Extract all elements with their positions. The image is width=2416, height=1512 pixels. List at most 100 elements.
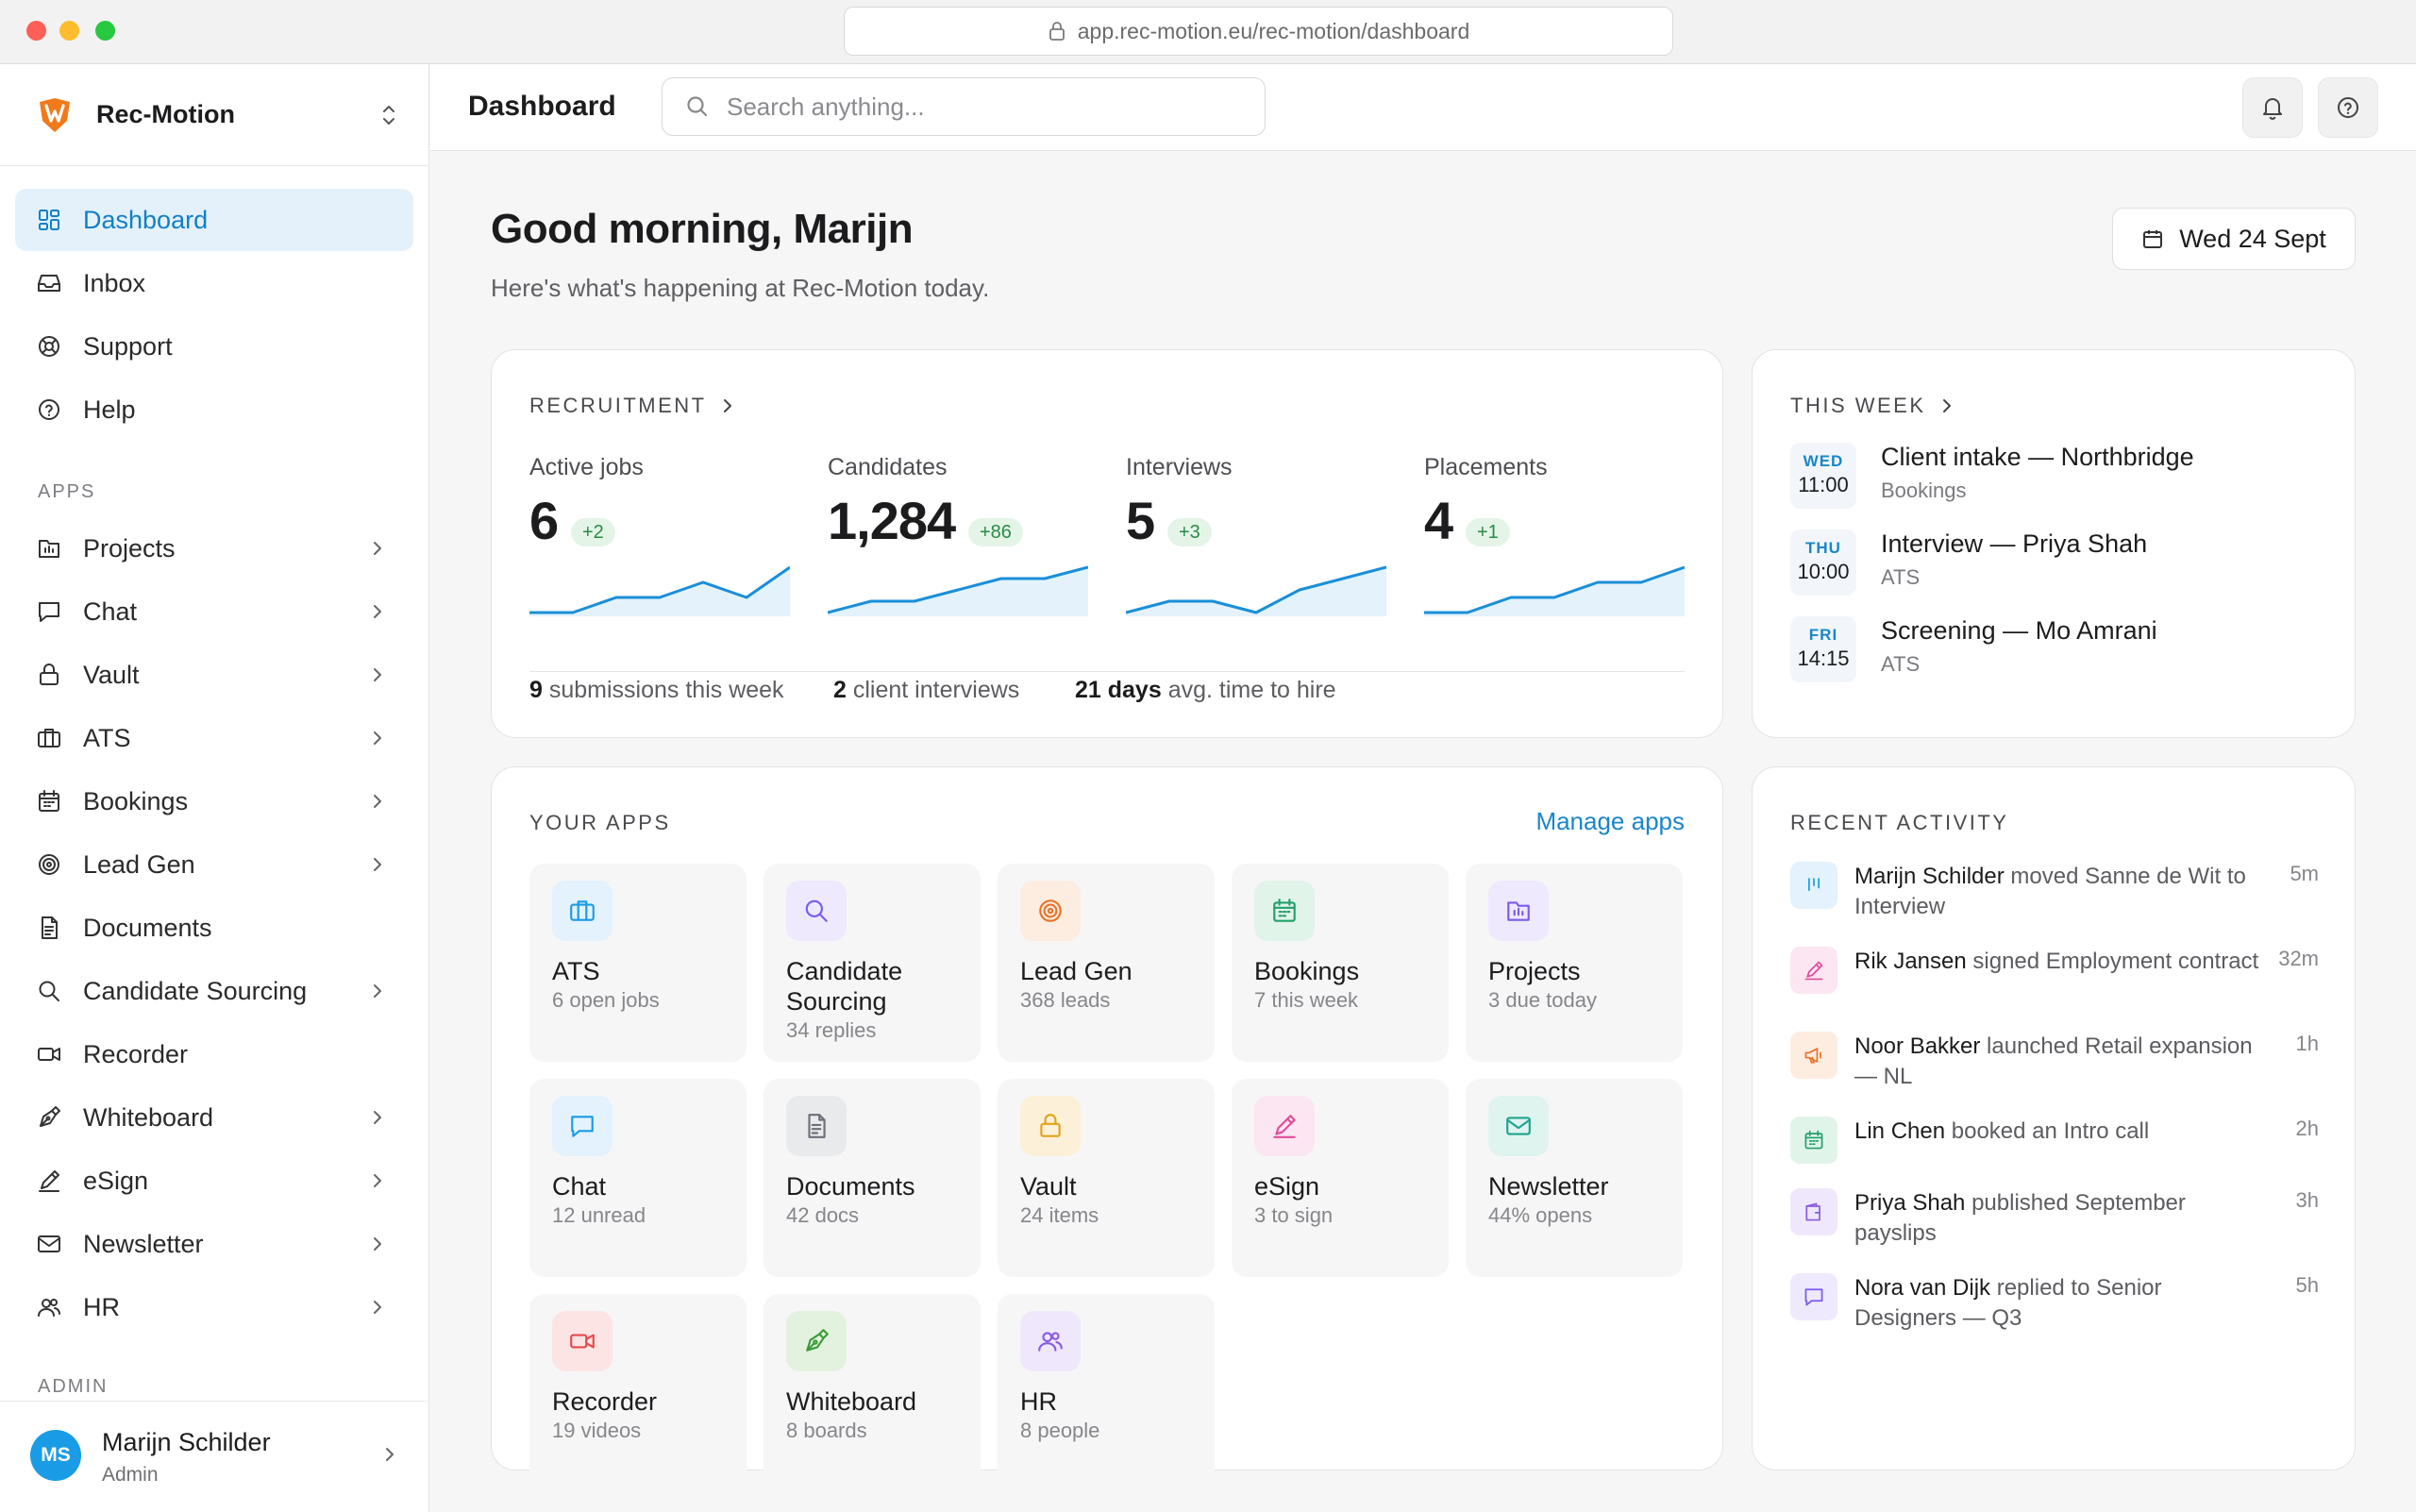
help-button[interactable] bbox=[2318, 77, 2378, 138]
app-tile-recorder[interactable]: Recorder 19 videos bbox=[529, 1294, 747, 1492]
sidebar-item-label: Vault bbox=[83, 660, 140, 689]
chevron-right-icon bbox=[374, 731, 381, 745]
recruitment-title: RECRUITMENT bbox=[529, 394, 707, 417]
recruitment-title-link[interactable]: RECRUITMENT bbox=[529, 394, 735, 418]
sidebar-item-bookings[interactable]: Bookings bbox=[15, 770, 413, 832]
date-picker-button[interactable]: Wed 24 Sept bbox=[2112, 208, 2356, 270]
activity-icon-wrap bbox=[1790, 1188, 1837, 1235]
sidebar-item-documents[interactable]: Documents bbox=[15, 897, 413, 959]
workspace-switcher[interactable]: Rec-Motion bbox=[0, 64, 428, 166]
page-title: Dashboard bbox=[468, 91, 616, 122]
app-tile-whiteboard[interactable]: Whiteboard 8 boards bbox=[763, 1294, 981, 1492]
activity-item[interactable]: Lin Chen booked an Intro call 2h bbox=[1790, 1117, 2319, 1192]
sidebar-item-whiteboard[interactable]: Whiteboard bbox=[15, 1086, 413, 1149]
app-tile-name: Recorder bbox=[552, 1387, 658, 1416]
projects-icon bbox=[1507, 901, 1530, 921]
current-date: Wed 24 Sept bbox=[2179, 224, 2326, 253]
target-icon bbox=[1039, 899, 1062, 922]
app-tile-ats[interactable]: ATS 6 open jobs bbox=[529, 864, 747, 1062]
sidebar-item-esign[interactable]: eSign bbox=[15, 1150, 413, 1212]
sidebar-item-projects[interactable]: Projects bbox=[15, 517, 413, 580]
sidebar-item-recorder[interactable]: Recorder bbox=[15, 1023, 413, 1085]
event-time: 11:00 bbox=[1798, 473, 1849, 496]
app-tile-meta: 7 this week bbox=[1254, 988, 1359, 1012]
week-event[interactable]: FRI 14:15 Screening — Mo Amrani ATS bbox=[1790, 616, 2319, 692]
app-tile-documents[interactable]: Documents 42 docs bbox=[763, 1079, 981, 1277]
sidebar-item-vault[interactable]: Vault bbox=[15, 644, 413, 706]
wallet-icon bbox=[1805, 1202, 1820, 1221]
metric-delta-badge: +86 bbox=[968, 518, 1023, 546]
activity-item[interactable]: Priya Shah published September payslips 3… bbox=[1790, 1188, 2319, 1264]
stat-text: client interviews bbox=[846, 677, 1020, 703]
activity-description: moved Sanne de Wit to Interview bbox=[1854, 864, 2246, 919]
activity-item[interactable]: Marijn Schilder moved Sanne de Wit to In… bbox=[1790, 862, 2319, 937]
app-tile-hr[interactable]: HR 8 people bbox=[998, 1294, 1215, 1492]
search-input[interactable]: Search anything... bbox=[662, 77, 1266, 136]
rec-motion-logo bbox=[40, 97, 70, 132]
app-tile-icon-wrap bbox=[786, 1311, 847, 1371]
minimize-window-button[interactable] bbox=[59, 21, 79, 41]
sidebar-item-help[interactable]: Help bbox=[15, 378, 413, 441]
lock-icon bbox=[1040, 1114, 1061, 1137]
close-window-button[interactable] bbox=[26, 21, 46, 41]
activity-item[interactable]: Rik Jansen signed Employment contract 32m bbox=[1790, 947, 2319, 1022]
app-tile-icon-wrap bbox=[1020, 1096, 1081, 1156]
admin-section-label: ADMIN bbox=[38, 1376, 109, 1397]
sidebar-item-hr[interactable]: HR bbox=[15, 1276, 413, 1338]
app-tile-name: Bookings bbox=[1254, 957, 1360, 985]
sidebar-item-dashboard[interactable]: Dashboard bbox=[15, 189, 413, 251]
user-menu[interactable]: MS Marijn Schilder Admin bbox=[0, 1401, 428, 1512]
app-tile-meta: 3 to sign bbox=[1254, 1203, 1334, 1227]
manage-apps-link[interactable]: Manage apps bbox=[1535, 807, 1685, 835]
sidebar-item-label: Support bbox=[83, 331, 173, 361]
sidebar-item-newsletter[interactable]: Newsletter bbox=[15, 1213, 413, 1275]
app-tile-newsletter[interactable]: Newsletter 44% opens bbox=[1466, 1079, 1683, 1277]
sidebar-item-inbox[interactable]: Inbox bbox=[15, 252, 413, 314]
metric-value: 6 bbox=[529, 491, 559, 550]
app-tile-candidate-sourcing[interactable]: Candidate Sourcing 34 replies bbox=[763, 864, 981, 1062]
app-tile-meta: 19 videos bbox=[552, 1419, 642, 1442]
app-tile-vault[interactable]: Vault 24 items bbox=[998, 1079, 1215, 1277]
app-tile-esign[interactable]: eSign 3 to sign bbox=[1232, 1079, 1449, 1277]
week-event[interactable]: WED 11:00 Client intake — Northbridge Booki… bbox=[1790, 443, 2319, 518]
week-event[interactable]: THU 10:00 Interview — Priya Shah ATS bbox=[1790, 529, 2319, 605]
activity-item[interactable]: Nora van Dijk replied to Senior Designer… bbox=[1790, 1273, 2319, 1349]
sidebar-item-lead-gen[interactable]: Lead Gen bbox=[15, 833, 413, 896]
app-tile-name: Candidate Sourcing bbox=[786, 957, 903, 1016]
your-apps-title: YOUR APPS bbox=[529, 811, 671, 834]
sidebar-item-candidate-sourcing[interactable]: Candidate Sourcing bbox=[15, 960, 413, 1022]
pen-tool-icon bbox=[806, 1329, 829, 1352]
zoom-window-button[interactable] bbox=[95, 21, 115, 41]
activity-time: 5h bbox=[2295, 1273, 2319, 1297]
activity-description: booked an Intro call bbox=[1945, 1118, 2150, 1144]
app-tile-icon-wrap bbox=[552, 1096, 612, 1156]
app-tile-icon-wrap bbox=[552, 881, 612, 941]
app-tile-meta: 3 due today bbox=[1488, 988, 1597, 1012]
stat-value: 21 days bbox=[1075, 677, 1162, 703]
app-tile-lead-gen[interactable]: Lead Gen 368 leads bbox=[998, 864, 1215, 1062]
this-week-title-link[interactable]: THIS WEEK bbox=[1790, 394, 1955, 418]
browser-titlebar: app.rec-motion.eu/rec-motion/dashboard bbox=[0, 0, 2416, 64]
notifications-button[interactable] bbox=[2242, 77, 2303, 138]
sidebar-item-ats[interactable]: ATS bbox=[15, 707, 413, 769]
calendar-icon bbox=[39, 790, 59, 812]
sparkline-chart bbox=[828, 565, 1088, 616]
address-bar[interactable]: app.rec-motion.eu/rec-motion/dashboard bbox=[844, 7, 1673, 56]
sidebar-item-label: Projects bbox=[83, 533, 176, 563]
activity-time: 2h bbox=[2295, 1117, 2319, 1140]
sparkline-line bbox=[529, 565, 790, 614]
sidebar-item-support[interactable]: Support bbox=[15, 315, 413, 378]
activity-item[interactable]: Noor Bakker launched Retail expansion — … bbox=[1790, 1032, 2319, 1107]
app-tile-projects[interactable]: Projects 3 due today bbox=[1466, 864, 1683, 1062]
sidebar-item-label: Candidate Sourcing bbox=[83, 976, 308, 1005]
app-tile-chat[interactable]: Chat 12 unread bbox=[529, 1079, 747, 1277]
chevron-right-icon bbox=[723, 399, 731, 412]
lock-icon bbox=[1049, 22, 1065, 41]
activity-time: 3h bbox=[2295, 1188, 2319, 1212]
app-tile-bookings[interactable]: Bookings 7 this week bbox=[1232, 864, 1449, 1062]
metric-delta-badge: +2 bbox=[571, 518, 615, 546]
app-tile-meta: 6 open jobs bbox=[552, 988, 660, 1012]
chevron-right-icon bbox=[374, 542, 381, 555]
sidebar-item-chat[interactable]: Chat bbox=[15, 580, 413, 643]
app-tile-meta: 368 leads bbox=[1020, 988, 1111, 1012]
